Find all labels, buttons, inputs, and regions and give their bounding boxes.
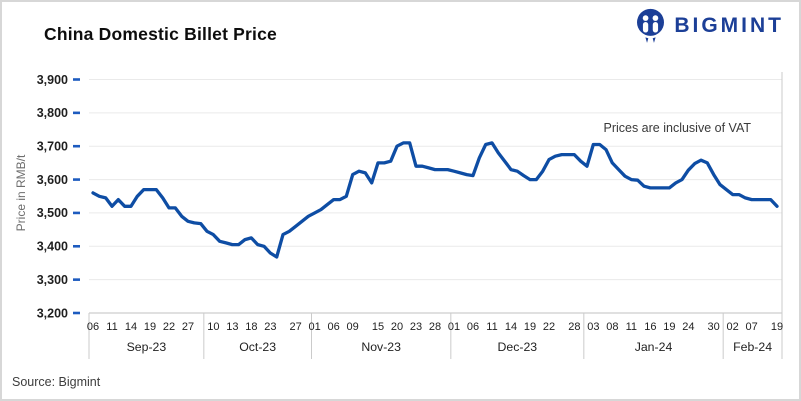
price-line	[91, 141, 779, 259]
x-day-label: 13	[226, 321, 238, 333]
x-day-label: 28	[568, 321, 580, 333]
chart-title: China Domestic Billet Price	[44, 24, 277, 44]
bigmint-logo-text: BIGMINT	[674, 14, 784, 37]
x-day-label: 06	[328, 321, 340, 333]
x-month-label: Nov-23	[361, 340, 401, 354]
x-month-label: Dec-23	[498, 340, 538, 354]
x-day-label: 11	[106, 321, 117, 333]
x-day-label: 14	[125, 321, 137, 333]
x-day-label: 19	[144, 321, 156, 333]
x-month-label: Sep-23	[127, 340, 167, 354]
y-axis-label: 3,700	[37, 140, 68, 154]
x-day-label: 22	[163, 321, 175, 333]
x-day-label: 24	[682, 321, 694, 333]
vat-annotation: Prices are inclusive of VAT	[603, 121, 751, 135]
y-axis-label: 3,900	[37, 73, 68, 87]
x-day-label: 16	[644, 321, 656, 333]
x-day-label: 19	[524, 321, 536, 333]
x-day-label: 10	[207, 321, 219, 333]
x-day-label: 07	[746, 321, 758, 333]
x-month-label: Oct-23	[239, 340, 276, 354]
x-day-label: 23	[410, 321, 422, 333]
y-axis-label: 3,400	[37, 240, 68, 254]
x-day-label: 28	[429, 321, 441, 333]
y-axis-label: 3,800	[37, 106, 68, 120]
source-note: Source: Bigmint	[12, 375, 101, 389]
x-day-label: 27	[182, 321, 194, 333]
x-day-label: 20	[391, 321, 403, 333]
x-day-label: 19	[771, 321, 783, 333]
bigmint-logo: BIGMINT	[635, 7, 784, 45]
x-day-label: 02	[727, 321, 739, 333]
x-day-label: 19	[663, 321, 675, 333]
x-day-label: 22	[543, 321, 555, 333]
x-day-label: 01	[448, 321, 460, 333]
x-day-label: 27	[290, 321, 302, 333]
x-day-label: 30	[708, 321, 720, 333]
y-axis-label: 3,200	[37, 306, 68, 320]
x-day-label: 11	[626, 321, 637, 333]
x-month-label: Feb-24	[733, 340, 772, 354]
x-day-label: 23	[264, 321, 276, 333]
x-day-label: 03	[587, 321, 599, 333]
x-day-label: 01	[309, 321, 321, 333]
x-day-label: 11	[486, 321, 497, 333]
x-month-label: Jan-24	[635, 340, 673, 354]
x-day-label: 06	[467, 321, 479, 333]
x-day-label: 06	[87, 321, 99, 333]
y-axis-label: 3,300	[37, 273, 68, 287]
y-axis-label: 3,600	[37, 173, 68, 187]
x-day-label: 08	[606, 321, 618, 333]
x-day-label: 14	[505, 321, 517, 333]
x-day-label: 15	[372, 321, 384, 333]
x-day-label: 18	[245, 321, 257, 333]
y-axis-label: 3,500	[37, 206, 68, 220]
x-day-label: 09	[347, 321, 359, 333]
bigmint-logo-icon	[635, 7, 666, 45]
